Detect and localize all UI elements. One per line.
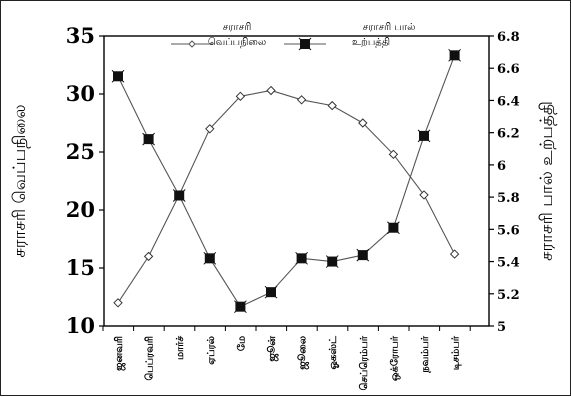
category-label: ஜூன் <box>266 336 279 362</box>
data-point-milk <box>325 255 339 268</box>
data-point-milk <box>111 69 125 83</box>
data-point-temperature <box>449 249 460 259</box>
data-point-milk <box>295 251 308 265</box>
category-label: ஒக்ரோபர் <box>388 335 400 381</box>
right-tick-label: 6.8 <box>497 30 520 45</box>
right-tick-label: 5.6 <box>497 223 520 238</box>
data-point-temperature <box>388 149 399 160</box>
category-label: செப்ரெம்பர் <box>358 335 370 390</box>
data-point-cross <box>203 251 217 265</box>
data-point-cross <box>356 248 370 262</box>
right-tick-label: 6.4 <box>497 94 520 109</box>
right-tick-label: 6 <box>497 159 506 174</box>
data-point-temperature <box>143 251 154 262</box>
data-point-temperature <box>113 298 123 308</box>
legend-marker-milk-x2 <box>298 37 312 51</box>
left-tick-label: 15 <box>66 255 95 280</box>
right-axis-ticks: 5 5.2 5.4 5.6 5.8 6 6.2 6.4 6.6 6.8 <box>489 30 520 335</box>
right-tick-label: 5.4 <box>497 256 520 271</box>
category-label: ஜனவரி <box>113 336 126 371</box>
right-tick-label: 6.2 <box>497 127 520 142</box>
data-point-temperature <box>296 95 307 105</box>
data-point-milk <box>264 285 278 299</box>
legend-label-temperature-line1: சராசரி <box>223 22 252 33</box>
left-tick-label: 25 <box>66 139 95 164</box>
data-point-cross <box>111 69 125 83</box>
category-label: மே <box>235 336 247 351</box>
left-tick-label: 35 <box>66 23 95 48</box>
data-point-cross <box>264 285 278 299</box>
legend-marker-temperature <box>188 40 196 48</box>
legend-label-temperature-line2: வெப்பநிலை <box>208 37 266 48</box>
legend-item-milk: சராசரி பால் உற்பத்தி <box>284 22 416 51</box>
data-point-cross <box>417 129 431 143</box>
data-point-temperature <box>419 190 429 200</box>
left-axis-ticks: 10 15 20 25 30 35 <box>66 23 104 338</box>
data-point-temperature <box>205 124 215 134</box>
plot-area <box>103 35 490 327</box>
left-tick-label: 20 <box>66 197 95 222</box>
category-label: ஜூலை <box>297 336 310 370</box>
right-tick-label: 5.2 <box>497 288 520 303</box>
right-tick-label: 6.6 <box>497 62 520 77</box>
category-label: நவம்பர் <box>420 335 431 373</box>
category-label: மார்ச் <box>175 336 186 360</box>
category-axis-ticks: ஜனவரி பெப்ரவரி மார்ச் ஏப்ரல் மே ஜூன் ஜூலை ஓகஸ்ட… <box>102 326 471 390</box>
legend-label-milk-line1: சராசரி பால் <box>363 22 416 33</box>
series-line-temperature <box>117 89 456 304</box>
right-tick-label: 5.8 <box>497 191 520 206</box>
left-axis-title: சராசரி வெப்பநிலை <box>10 104 31 257</box>
data-point-cross <box>234 300 247 314</box>
left-tick-label: 10 <box>66 313 95 338</box>
data-point-milk <box>387 221 400 235</box>
right-tick-label: 5 <box>497 320 506 335</box>
category-label: பெப்ரவரி <box>144 336 156 381</box>
data-point-cross <box>325 255 339 268</box>
data-point-milk <box>203 251 217 265</box>
legend-label-milk-line2: உற்பத்தி <box>352 37 390 48</box>
category-label: ஏப்ரல் <box>206 336 217 365</box>
right-axis-title: சராசரி பால் உற்பத்தி <box>537 101 557 261</box>
data-point-cross <box>387 221 400 235</box>
data-point-milk <box>417 129 431 143</box>
data-point-milk <box>356 248 370 262</box>
data-point-temperature <box>327 100 337 111</box>
legend: சராசரி வெப்பநிலை சராசரி பால் உற்பத்தி <box>171 22 416 51</box>
data-point-cross <box>172 189 186 202</box>
data-point-cross <box>448 48 461 62</box>
category-label: ஓகஸ்ட் <box>328 335 339 370</box>
data-point-temperature <box>358 118 368 128</box>
left-tick-label: 30 <box>66 81 95 106</box>
data-point-milk <box>172 189 186 202</box>
data-point-milk <box>234 300 247 314</box>
category-label: டிசம்பர் <box>451 335 462 370</box>
data-point-temperature <box>235 91 246 102</box>
data-point-milk <box>448 48 461 62</box>
legend-item-temperature: சராசரி வெப்பநிலை <box>171 22 266 48</box>
data-point-cross <box>142 132 155 146</box>
series-line-milk <box>117 55 456 308</box>
series-group <box>111 48 461 314</box>
data-point-temperature <box>266 85 276 96</box>
data-point-milk <box>142 132 155 146</box>
data-point-cross <box>295 251 308 265</box>
